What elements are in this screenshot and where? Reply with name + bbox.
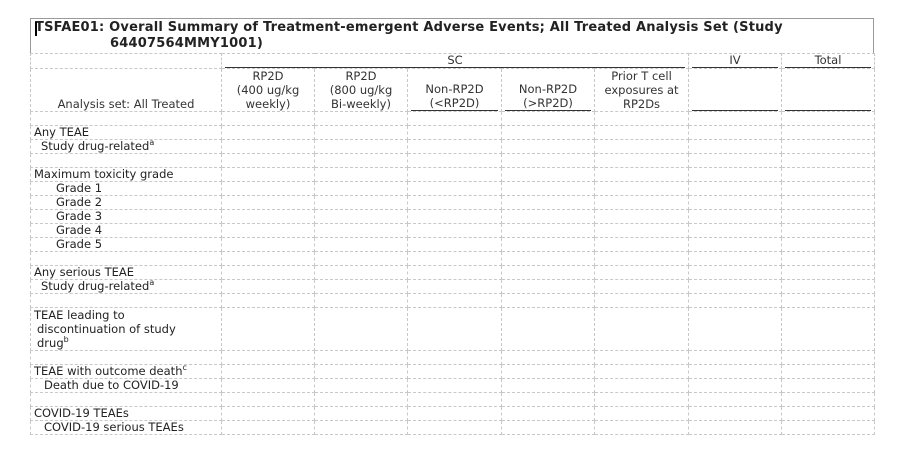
header-group-row: SC IV Total (30, 53, 875, 69)
table-title: TSFAE01: Overall Summary of Treatment-em… (35, 20, 869, 52)
title-line-2: 64407564MMY1001) (110, 36, 263, 51)
table-row: Grade 4 (30, 223, 875, 238)
table-row (30, 293, 875, 308)
table-row: Grade 5 (30, 237, 875, 252)
table-row: COVID-19 serious TEAEs (30, 420, 875, 435)
table-row: COVID-19 TEAEs (30, 406, 875, 421)
table-row: Grade 2 (30, 195, 875, 210)
text-cursor (35, 22, 37, 36)
header-col-rp2d-800: RP2D (800 ug/kg Bi-weekly) (314, 68, 408, 112)
title-line-1: TSFAE01: Overall Summary of Treatment-em… (35, 20, 783, 35)
header-col-iv (688, 68, 782, 112)
row-label-analysis-set: Analysis set: All Treated (30, 68, 222, 112)
title-box: TSFAE01: Overall Summary of Treatment-em… (30, 18, 874, 53)
header-columns-row: Analysis set: All Treated RP2D (400 ug/kg… (30, 68, 875, 112)
table-row: Maximum toxicity grade (30, 167, 875, 182)
table-row (30, 392, 875, 407)
table-row (30, 153, 875, 168)
table-row (30, 111, 875, 126)
header-col-prior-t-cell: Prior T cell exposures at RP2Ds (594, 68, 689, 112)
table-row: TEAE with outcome deathc (30, 364, 875, 379)
header-sc: SC (221, 53, 689, 69)
table-row: TEAE leading to discontinuation of study… (30, 307, 875, 351)
table-row: Study drug-relateda (30, 279, 875, 294)
header-iv: IV (688, 53, 782, 69)
summary-table: SC IV Total Analysis set: All Treated RP… (30, 53, 875, 435)
table-row: Any TEAE (30, 125, 875, 140)
table-row: Study drug-relateda (30, 139, 875, 154)
table-row: Grade 1 (30, 181, 875, 196)
table-row: Grade 3 (30, 209, 875, 224)
header-empty-cell (30, 53, 222, 69)
header-col-rp2d-400: RP2D (400 ug/kg weekly) (221, 68, 315, 112)
table-row: Death due to COVID-19 (30, 378, 875, 393)
document-page: TSFAE01: Overall Summary of Treatment-em… (30, 18, 875, 435)
table-row: Any serious TEAE (30, 265, 875, 280)
table-row (30, 251, 875, 266)
header-total: Total (781, 53, 875, 69)
row-label-teae-leading: TEAE leading to discontinuation of study… (30, 307, 222, 351)
header-col-total (781, 68, 875, 112)
table-row (30, 350, 875, 365)
header-col-non-rp2d-lt: Non-RP2D (<RP2D) (407, 68, 502, 112)
header-col-non-rp2d-gt: Non-RP2D (>RP2D) (501, 68, 595, 112)
